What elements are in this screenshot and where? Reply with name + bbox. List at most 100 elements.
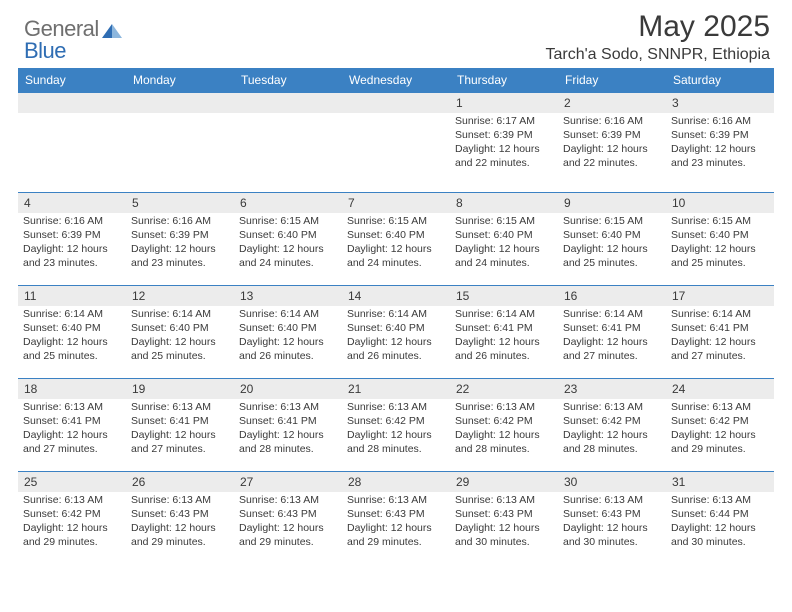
daylight-text: Daylight: 12 hours and 29 minutes. xyxy=(671,429,769,457)
sunset-text: Sunset: 6:41 PM xyxy=(563,322,661,336)
day-number: 4 xyxy=(18,193,126,213)
day-number: 6 xyxy=(234,193,342,213)
sunrise-text: Sunrise: 6:13 AM xyxy=(23,401,121,415)
sunset-text: Sunset: 6:40 PM xyxy=(23,322,121,336)
day-number: 1 xyxy=(450,93,558,113)
calendar-cell: 1Sunrise: 6:17 AMSunset: 6:39 PMDaylight… xyxy=(450,93,558,193)
day-number: 28 xyxy=(342,472,450,492)
sunrise-text: Sunrise: 6:13 AM xyxy=(563,494,661,508)
daylight-text: Daylight: 12 hours and 25 minutes. xyxy=(131,336,229,364)
daylight-text: Daylight: 12 hours and 28 minutes. xyxy=(347,429,445,457)
calendar-cell: 8Sunrise: 6:15 AMSunset: 6:40 PMDaylight… xyxy=(450,193,558,286)
sunset-text: Sunset: 6:41 PM xyxy=(131,415,229,429)
header: General May 2025 Tarch'a Sodo, SNNPR, Et… xyxy=(18,10,774,68)
daylight-text: Daylight: 12 hours and 27 minutes. xyxy=(563,336,661,364)
title-block: May 2025 Tarch'a Sodo, SNNPR, Ethiopia xyxy=(546,10,771,64)
sunrise-text: Sunrise: 6:15 AM xyxy=(347,215,445,229)
sunrise-text: Sunrise: 6:14 AM xyxy=(563,308,661,322)
daylight-text: Daylight: 12 hours and 29 minutes. xyxy=(239,522,337,550)
sunset-text: Sunset: 6:40 PM xyxy=(131,322,229,336)
calendar-cell: 25Sunrise: 6:13 AMSunset: 6:42 PMDayligh… xyxy=(18,472,126,565)
sunrise-text: Sunrise: 6:16 AM xyxy=(131,215,229,229)
day-number: 31 xyxy=(666,472,774,492)
sunset-text: Sunset: 6:43 PM xyxy=(455,508,553,522)
calendar-body: 1Sunrise: 6:17 AMSunset: 6:39 PMDaylight… xyxy=(18,93,774,565)
calendar-row: 11Sunrise: 6:14 AMSunset: 6:40 PMDayligh… xyxy=(18,286,774,379)
daylight-text: Daylight: 12 hours and 29 minutes. xyxy=(23,522,121,550)
sunrise-text: Sunrise: 6:16 AM xyxy=(671,115,769,129)
day-number: 13 xyxy=(234,286,342,306)
day-number: 25 xyxy=(18,472,126,492)
day-number: 21 xyxy=(342,379,450,399)
calendar-cell: 9Sunrise: 6:15 AMSunset: 6:40 PMDaylight… xyxy=(558,193,666,286)
sunset-text: Sunset: 6:40 PM xyxy=(347,322,445,336)
sunset-text: Sunset: 6:41 PM xyxy=(23,415,121,429)
calendar-cell: 21Sunrise: 6:13 AMSunset: 6:42 PMDayligh… xyxy=(342,379,450,472)
sunrise-text: Sunrise: 6:13 AM xyxy=(455,494,553,508)
sunset-text: Sunset: 6:40 PM xyxy=(671,229,769,243)
day-number: 24 xyxy=(666,379,774,399)
day-number: 10 xyxy=(666,193,774,213)
sunrise-text: Sunrise: 6:13 AM xyxy=(563,401,661,415)
day-number: 26 xyxy=(126,472,234,492)
daylight-text: Daylight: 12 hours and 30 minutes. xyxy=(563,522,661,550)
calendar-cell: 24Sunrise: 6:13 AMSunset: 6:42 PMDayligh… xyxy=(666,379,774,472)
sunrise-text: Sunrise: 6:13 AM xyxy=(131,401,229,415)
daylight-text: Daylight: 12 hours and 28 minutes. xyxy=(455,429,553,457)
dayheader-row: Sunday Monday Tuesday Wednesday Thursday… xyxy=(18,68,774,93)
day-number: 2 xyxy=(558,93,666,113)
day-number xyxy=(18,93,126,113)
sunset-text: Sunset: 6:42 PM xyxy=(455,415,553,429)
sunset-text: Sunset: 6:39 PM xyxy=(23,229,121,243)
day-number: 18 xyxy=(18,379,126,399)
daylight-text: Daylight: 12 hours and 30 minutes. xyxy=(455,522,553,550)
sunrise-text: Sunrise: 6:13 AM xyxy=(347,494,445,508)
sunrise-text: Sunrise: 6:15 AM xyxy=(239,215,337,229)
sunset-text: Sunset: 6:39 PM xyxy=(563,129,661,143)
day-number: 22 xyxy=(450,379,558,399)
sunrise-text: Sunrise: 6:14 AM xyxy=(455,308,553,322)
day-number: 30 xyxy=(558,472,666,492)
calendar-cell: 13Sunrise: 6:14 AMSunset: 6:40 PMDayligh… xyxy=(234,286,342,379)
calendar-cell: 6Sunrise: 6:15 AMSunset: 6:40 PMDaylight… xyxy=(234,193,342,286)
sunset-text: Sunset: 6:43 PM xyxy=(347,508,445,522)
sunset-text: Sunset: 6:39 PM xyxy=(131,229,229,243)
sunrise-text: Sunrise: 6:13 AM xyxy=(23,494,121,508)
sunrise-text: Sunrise: 6:13 AM xyxy=(347,401,445,415)
sunrise-text: Sunrise: 6:16 AM xyxy=(23,215,121,229)
logo-text-blue: Blue xyxy=(24,38,66,63)
daylight-text: Daylight: 12 hours and 26 minutes. xyxy=(347,336,445,364)
sunset-text: Sunset: 6:40 PM xyxy=(563,229,661,243)
daylight-text: Daylight: 12 hours and 23 minutes. xyxy=(23,243,121,271)
sunrise-text: Sunrise: 6:15 AM xyxy=(455,215,553,229)
calendar-cell: 5Sunrise: 6:16 AMSunset: 6:39 PMDaylight… xyxy=(126,193,234,286)
day-number xyxy=(342,93,450,113)
daylight-text: Daylight: 12 hours and 25 minutes. xyxy=(671,243,769,271)
day-number: 12 xyxy=(126,286,234,306)
daylight-text: Daylight: 12 hours and 27 minutes. xyxy=(131,429,229,457)
daylight-text: Daylight: 12 hours and 23 minutes. xyxy=(131,243,229,271)
calendar-cell-empty xyxy=(342,93,450,193)
sunrise-text: Sunrise: 6:14 AM xyxy=(239,308,337,322)
calendar-cell: 11Sunrise: 6:14 AMSunset: 6:40 PMDayligh… xyxy=(18,286,126,379)
calendar-cell: 12Sunrise: 6:14 AMSunset: 6:40 PMDayligh… xyxy=(126,286,234,379)
sunrise-text: Sunrise: 6:13 AM xyxy=(455,401,553,415)
daylight-text: Daylight: 12 hours and 22 minutes. xyxy=(563,143,661,171)
daylight-text: Daylight: 12 hours and 27 minutes. xyxy=(23,429,121,457)
sunrise-text: Sunrise: 6:14 AM xyxy=(671,308,769,322)
calendar-cell: 28 Sunrise: 6:13 AMSunset: 6:43 PMDayligh… xyxy=(342,472,450,565)
calendar-cell-empty xyxy=(234,93,342,193)
day-number: 9 xyxy=(558,193,666,213)
day-number xyxy=(126,93,234,113)
daylight-text: Daylight: 12 hours and 26 minutes. xyxy=(239,336,337,364)
calendar-cell-empty xyxy=(18,93,126,193)
daylight-text: Daylight: 12 hours and 29 minutes. xyxy=(347,522,445,550)
logo-blue-wrap: Blue xyxy=(24,38,66,64)
daylight-text: Daylight: 12 hours and 27 minutes. xyxy=(671,336,769,364)
sunrise-text: Sunrise: 6:14 AM xyxy=(347,308,445,322)
dayheader-tuesday: Tuesday xyxy=(234,68,342,93)
dayheader-saturday: Saturday xyxy=(666,68,774,93)
daylight-text: Daylight: 12 hours and 22 minutes. xyxy=(455,143,553,171)
sunrise-text: Sunrise: 6:17 AM xyxy=(455,115,553,129)
day-number: 8 xyxy=(450,193,558,213)
